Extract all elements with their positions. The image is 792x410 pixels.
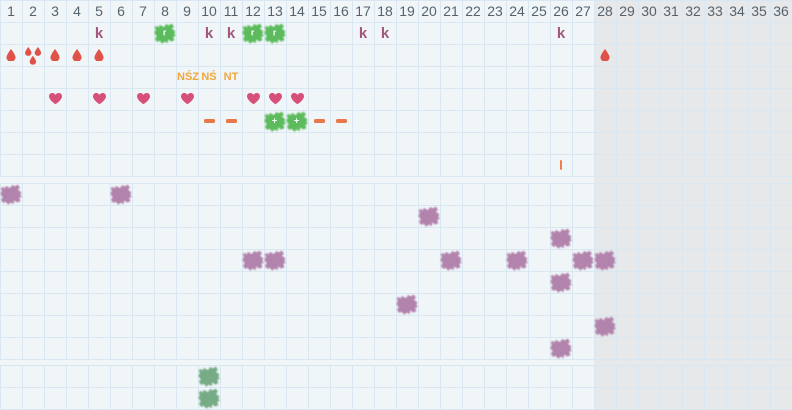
svg-text:r: r — [273, 27, 277, 37]
svg-text:r: r — [251, 27, 255, 37]
svg-text:+: + — [272, 115, 277, 125]
svg-text:r: r — [163, 27, 167, 37]
svg-text:+: + — [294, 115, 299, 125]
